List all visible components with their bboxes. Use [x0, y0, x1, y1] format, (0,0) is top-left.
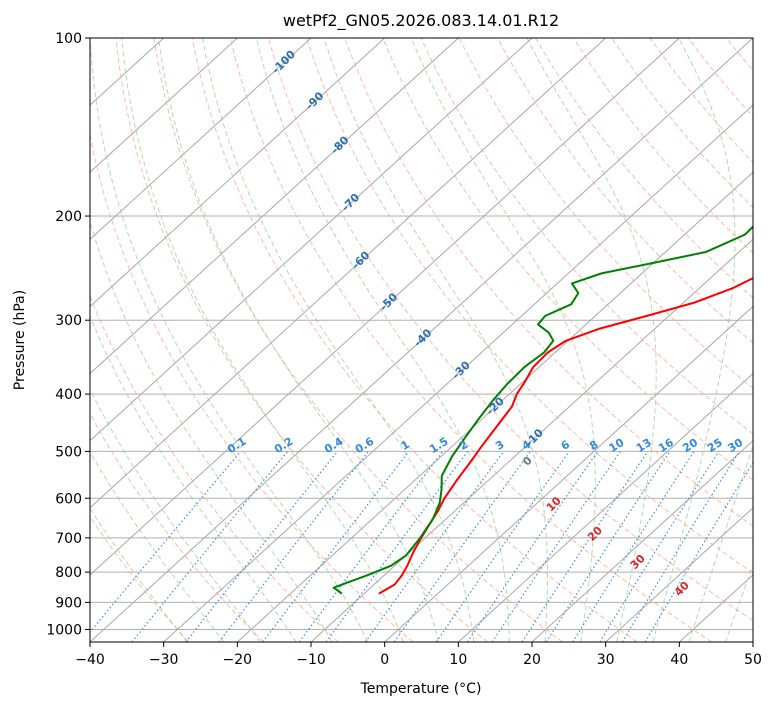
sounding-lines: [332, 225, 753, 595]
x-axis: −40 −30 −20 −10 0 10 20 30 40 50: [75, 642, 762, 668]
dry-adiabat: [90, 132, 414, 642]
dry-adiabat: [268, 38, 753, 622]
isotherm--70: [90, 38, 533, 442]
y-tick-label: 700: [55, 531, 82, 547]
isotherm--40: [90, 38, 753, 642]
y-tick-label: 800: [55, 565, 82, 581]
y-tick-label: 500: [55, 444, 82, 460]
dry-adiabat: [344, 38, 753, 527]
x-tick-label: 40: [670, 652, 688, 668]
mixing-ratio-line: [467, 451, 599, 642]
x-tick-label: −10: [296, 652, 326, 668]
mixing-ratio-line: [599, 451, 720, 642]
isotherm-30: [605, 507, 753, 642]
y-tick-label: 900: [55, 595, 82, 611]
moist-adiabat: [121, 38, 404, 642]
moist-adiabat: [90, 220, 333, 642]
mixing-ratio-line: [491, 451, 621, 642]
isotherm--80: [90, 38, 459, 375]
mixing-ratio-line: [621, 451, 740, 642]
isotherm--90: [90, 38, 386, 308]
isotherm-10: [457, 372, 753, 642]
background-lines: [90, 38, 753, 642]
y-tick-label: 200: [55, 209, 82, 225]
moist-adiabat: [725, 563, 753, 642]
isotherm--100: [90, 38, 312, 241]
dry-adiabat: [420, 38, 753, 435]
mixing-ratio-line: [521, 451, 649, 642]
moist-adiabat: [158, 38, 439, 642]
y-tick-label: 400: [55, 387, 82, 403]
x-tick-label: −20: [223, 652, 253, 668]
mixing-ratio-line: [325, 451, 469, 642]
x-tick-label: 20: [523, 652, 541, 668]
dry-adiabat: [115, 38, 488, 642]
y-tick-label: 300: [55, 313, 82, 329]
dry-adiabat: [90, 412, 264, 642]
moist-adiabat: [202, 38, 475, 642]
x-tick-label: 10: [449, 652, 467, 668]
isotherm-20: [531, 439, 753, 642]
moist-adiabat: [688, 444, 753, 642]
x-tick-label: 30: [597, 652, 615, 668]
mixing-ratio-line: [435, 451, 570, 642]
x-tick-label: −30: [149, 652, 179, 668]
y-tick-label: 100: [55, 31, 82, 47]
y-axis-title: Pressure (hPa): [12, 290, 28, 390]
mixing-ratio-line: [545, 451, 671, 642]
dry-adiabat: [496, 38, 753, 344]
plot-frame: [89, 37, 754, 643]
y-tick-label: 1000: [46, 622, 82, 638]
moist-adiabat: [90, 388, 261, 642]
mixing-ratio-line: [185, 451, 339, 642]
mixing-ratio-line: [298, 451, 444, 642]
chart-title: wetPf2_GN05.2026.083.14.01.R12: [283, 11, 559, 31]
moist-adiabat: [323, 38, 549, 642]
dry-adiabat: [153, 38, 563, 642]
moist-adiabat: [255, 38, 510, 642]
moist-adiabat: [90, 314, 297, 642]
moist-adiabat: [90, 450, 225, 642]
mixing-ratio-line: [262, 451, 410, 642]
x-tick-label: −40: [75, 652, 105, 668]
mixing-ratio-line: [393, 451, 531, 642]
mixing-ratio-line: [90, 451, 242, 634]
x-tick-label: 0: [380, 652, 389, 668]
y-axis: 100 200 300 400 500 600 700 800 900 1000: [46, 31, 90, 638]
dry-adiabat: [306, 38, 753, 574]
isotherm--30: [163, 104, 753, 642]
dry-adiabat: [229, 38, 712, 642]
isotherm-0: [384, 305, 753, 642]
dry-adiabat: [535, 38, 753, 299]
isotherm--110: [90, 38, 238, 173]
sounding-series-2: [332, 225, 753, 595]
isotherm--60: [90, 38, 607, 509]
y-tick-label: 600: [55, 491, 82, 507]
moist-adiabat: [410, 38, 596, 642]
isotherm--50: [90, 38, 680, 576]
x-tick-label: 50: [744, 652, 762, 668]
moist-adiabat: [652, 38, 736, 642]
x-axis-title: Temperature (°C): [360, 681, 482, 697]
mixing-ratio-line: [131, 451, 289, 642]
dry-adiabat: [191, 38, 638, 642]
mixing-ratio-line: [364, 451, 505, 642]
